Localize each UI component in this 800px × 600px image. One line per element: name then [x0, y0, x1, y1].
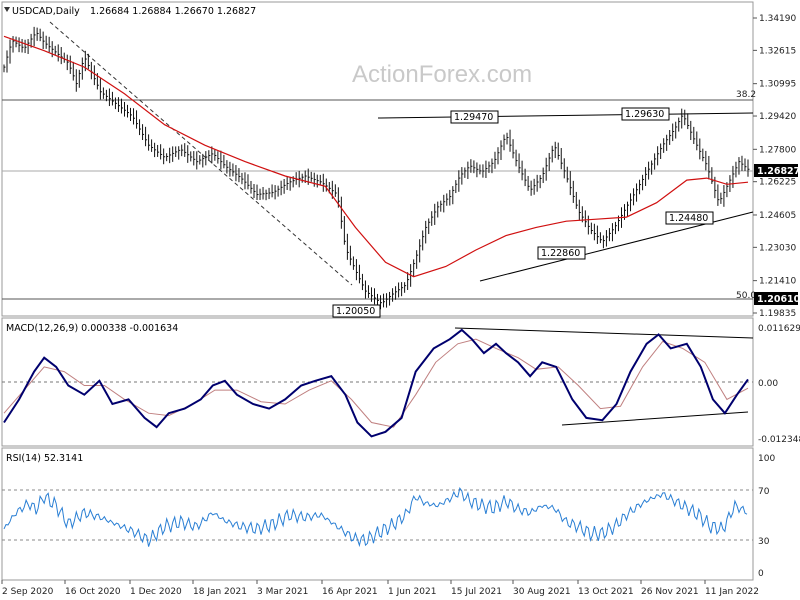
fib-38-label: 38.2 — [736, 90, 756, 100]
svg-text:1.26827: 1.26827 — [757, 166, 800, 177]
date-axis-label: 13 Oct 2021 — [578, 587, 634, 597]
price-axis-label: 1.19835 — [759, 309, 796, 319]
macd-title: MACD(12,26,9) 0.000338 -0.001634 — [6, 323, 178, 334]
price-axis: 1.34190 1.32615 1.30995 1.29420 1.27800 1.262… — [753, 14, 796, 319]
date-axis-label: 18 Jan 2021 — [193, 587, 247, 597]
date-axis-label: 1 Dec 2020 — [130, 587, 182, 597]
date-axis-label: 16 Oct 2020 — [65, 587, 121, 597]
rsi-line — [3, 487, 748, 548]
svg-text:1.29630: 1.29630 — [625, 109, 664, 120]
downtrend-line — [49, 21, 353, 286]
macd-line — [3, 328, 749, 438]
fib-50-label: 50.0 — [736, 291, 756, 301]
price-axis-label: 1.21410 — [759, 277, 796, 287]
price-axis-label: 1.34190 — [759, 14, 796, 24]
pivot-label-2: 1.29470 — [450, 110, 499, 124]
chart-symbol: USDCAD,Daily — [12, 6, 80, 17]
price-axis-label: 1.29420 — [759, 112, 796, 122]
moving-average-line — [3, 35, 749, 278]
header-icon-triangle — [4, 7, 10, 12]
pivot-label-4: 1.29630 — [621, 107, 670, 121]
price-axis-label: 1.27800 — [759, 145, 796, 155]
price-axis-label: 1.24605 — [759, 211, 796, 221]
price-axis-label: 1.26225 — [759, 178, 796, 188]
macd-tick-top: 0.011629 — [758, 324, 800, 334]
svg-text:1.20610: 1.20610 — [757, 294, 800, 305]
rsi-tick-70: 70 — [758, 487, 770, 497]
watermark: ActionForex.com — [352, 61, 532, 88]
date-axis-label: 16 Apr 2021 — [322, 587, 378, 597]
svg-text:1.20050: 1.20050 — [336, 306, 375, 317]
current-price-badge: 1.26827 — [754, 164, 800, 177]
price-axis-label: 1.23030 — [759, 243, 796, 253]
rsi-tick-30: 30 — [758, 537, 770, 547]
price-axis-label: 1.30995 — [759, 80, 796, 90]
macd-tick-zero: 0.00 — [758, 379, 778, 389]
date-axis: 2 Sep 2020 16 Oct 2020 1 Dec 2020 18 Jan 20… — [1, 580, 759, 597]
date-axis-label: 3 Mar 2021 — [257, 587, 308, 597]
rsi-panel-frame — [1, 447, 754, 581]
svg-text:1.29470: 1.29470 — [454, 112, 493, 123]
date-axis-label: 1 Jun 2021 — [388, 587, 436, 597]
rsi-title: RSI(14) 52.3141 — [6, 453, 83, 464]
svg-text:1.24480: 1.24480 — [669, 213, 708, 224]
support-price-badge: 1.20610 — [754, 292, 800, 305]
price-axis-label: 1.32615 — [759, 46, 796, 56]
resistance-trendline — [377, 112, 754, 119]
date-axis-label: 11 Jan 2022 — [705, 587, 759, 597]
date-axis-label: 26 Nov 2021 — [641, 587, 699, 597]
pivot-label-1: 1.20050 — [332, 304, 381, 318]
chart-ohlc: 1.26684 1.26884 1.26670 1.26827 — [90, 6, 256, 17]
date-axis-label: 15 Jul 2021 — [451, 587, 502, 597]
macd-lower-trendline — [561, 411, 749, 426]
date-axis-label: 2 Sep 2020 — [2, 587, 54, 597]
macd-upper-trendline — [454, 327, 754, 339]
pivot-label-5: 1.24480 — [665, 211, 714, 225]
rsi-tick-100: 100 — [758, 454, 775, 464]
svg-text:1.22860: 1.22860 — [541, 248, 580, 259]
macd-tick-bottom: -0.012348 — [758, 435, 800, 445]
date-axis-label: 30 Aug 2021 — [513, 587, 571, 597]
pivot-label-3: 1.22860 — [537, 246, 586, 260]
rsi-tick-0: 0 — [758, 569, 764, 579]
macd-signal-line — [3, 338, 749, 428]
price-panel-frame — [1, 1, 754, 317]
